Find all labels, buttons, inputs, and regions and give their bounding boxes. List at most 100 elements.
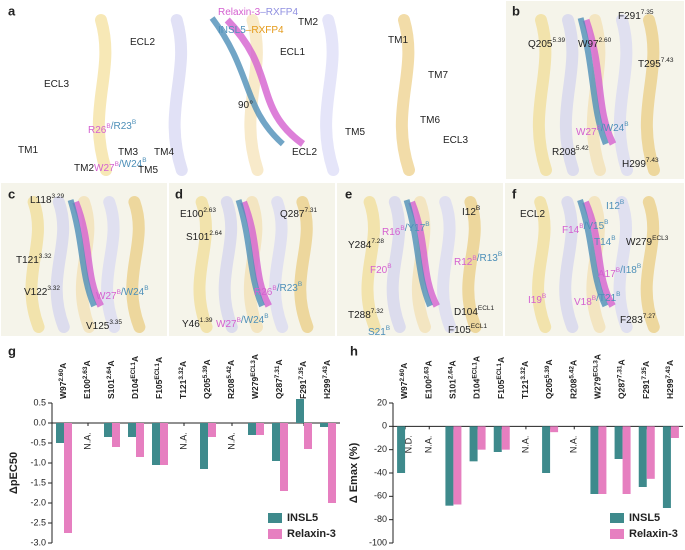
annotation: N.A. xyxy=(226,432,236,450)
bar xyxy=(493,426,502,452)
residue-label: W972.60 xyxy=(578,37,612,50)
label-text: D104 xyxy=(454,307,478,318)
bar xyxy=(590,426,599,494)
legend-swatch xyxy=(268,513,282,523)
label-text: INSL5 xyxy=(218,25,246,36)
helix xyxy=(532,14,552,176)
x-tick-label: D104ECL1A xyxy=(471,356,482,399)
category-sup: 2.60 xyxy=(399,368,406,381)
ligand-helix xyxy=(403,199,433,308)
bar xyxy=(280,423,288,491)
label-sup: 7.43 xyxy=(661,57,674,64)
label-text: W97 xyxy=(578,39,599,50)
label-text: /T21 xyxy=(596,293,616,304)
label-text: F14 xyxy=(562,225,580,236)
x-tick-label: D104ECL1A xyxy=(130,356,141,399)
label-sup: B xyxy=(611,235,615,242)
label-sup: B xyxy=(298,281,302,288)
label-text: /R23 xyxy=(277,283,299,294)
label-text: I12 xyxy=(606,201,620,212)
residue-label: F14B/V15B xyxy=(562,219,609,236)
label-text: TM1 xyxy=(18,145,38,156)
helix xyxy=(559,196,579,333)
bar xyxy=(453,426,462,505)
x-tick-label: Q2055.39A xyxy=(202,359,213,399)
ligand-helix xyxy=(72,200,104,308)
bar xyxy=(160,423,168,465)
category-name: W97 xyxy=(399,381,409,399)
y-tick-label: -1.5 xyxy=(30,477,46,487)
bar xyxy=(304,423,312,449)
x-tick-label: S1012.64A xyxy=(106,360,117,399)
label-text: –RXFP4 xyxy=(260,7,298,18)
label-text: R26 xyxy=(88,125,107,136)
category-suffix: A xyxy=(298,361,308,367)
label-sup: 7.43 xyxy=(646,157,659,164)
helix xyxy=(218,196,238,333)
panel-label: h xyxy=(350,343,358,358)
y-tick-label: 0 xyxy=(382,421,387,431)
residue-label: Y2847.28 xyxy=(348,238,384,251)
residue-label: ECL2 xyxy=(520,209,545,220)
label-text: W27 xyxy=(216,319,237,330)
helix xyxy=(462,196,482,333)
label-sup: ECL1 xyxy=(471,323,488,330)
category-sup: 3.32 xyxy=(178,367,185,380)
bar xyxy=(550,426,559,433)
category-sup: 2.60 xyxy=(58,368,65,381)
label-sup: B xyxy=(425,221,429,228)
label-text: T14 xyxy=(594,237,612,248)
residue-label: TM5 xyxy=(345,127,365,138)
x-tick-label: W279ECL3A xyxy=(592,354,603,399)
label-text: S101 xyxy=(186,232,210,243)
label-sup: 3.32 xyxy=(39,253,52,260)
category-name: Q287 xyxy=(274,378,284,399)
helix xyxy=(244,14,264,176)
category-sup: ECL3 xyxy=(250,360,257,377)
category-name: W279 xyxy=(593,377,603,399)
ligand-helix xyxy=(240,200,272,308)
label-text: Q287 xyxy=(280,209,305,220)
x-tick-label: F2917.35A xyxy=(640,361,651,399)
label-sup: 2.64 xyxy=(209,230,222,237)
category-name: E100 xyxy=(424,379,434,399)
category-name: D104 xyxy=(130,378,140,399)
bar xyxy=(646,426,655,479)
panel-label: d xyxy=(175,186,183,201)
residue-label: R2085.42 xyxy=(552,145,589,158)
category-sup: 5.42 xyxy=(568,366,575,379)
residue-label: T14B xyxy=(594,235,616,248)
helix xyxy=(92,14,112,176)
category-name: Q205 xyxy=(202,378,212,399)
residue-label: F20B xyxy=(370,263,392,276)
category-sup: 2.64 xyxy=(447,366,454,379)
ligand-helix xyxy=(582,18,617,146)
x-tick-label: W972.60A xyxy=(58,363,69,399)
label-text: W27 xyxy=(94,163,115,174)
structure-art xyxy=(92,14,415,176)
category-name: F291 xyxy=(298,379,308,399)
bar xyxy=(208,423,216,437)
category-suffix: A xyxy=(130,356,140,362)
label-text: V125 xyxy=(86,321,110,332)
label-sup: B xyxy=(387,263,391,270)
residue-label: T2887.32 xyxy=(348,308,384,321)
label-sup: ECL3 xyxy=(652,235,669,242)
category-suffix: A xyxy=(569,360,579,366)
label-sup: 3.32 xyxy=(47,285,60,292)
label-sup: B xyxy=(624,121,628,128)
x-tick-label: F2917.35A xyxy=(298,361,309,399)
residue-label: TM5 xyxy=(138,165,158,176)
legend-swatch xyxy=(610,513,624,523)
panel-label: b xyxy=(512,3,520,18)
bar xyxy=(662,426,671,508)
bar xyxy=(397,426,406,473)
label-text: S21 xyxy=(368,327,386,338)
label-text: R26 xyxy=(254,287,273,298)
bar xyxy=(469,426,478,462)
label-sup: ECL1 xyxy=(478,305,495,312)
label-text: F283 xyxy=(620,315,643,326)
category-sup: 3.32 xyxy=(520,367,527,380)
category-sup: 7.31 xyxy=(616,365,623,378)
label-text: ECL3 xyxy=(44,79,69,90)
